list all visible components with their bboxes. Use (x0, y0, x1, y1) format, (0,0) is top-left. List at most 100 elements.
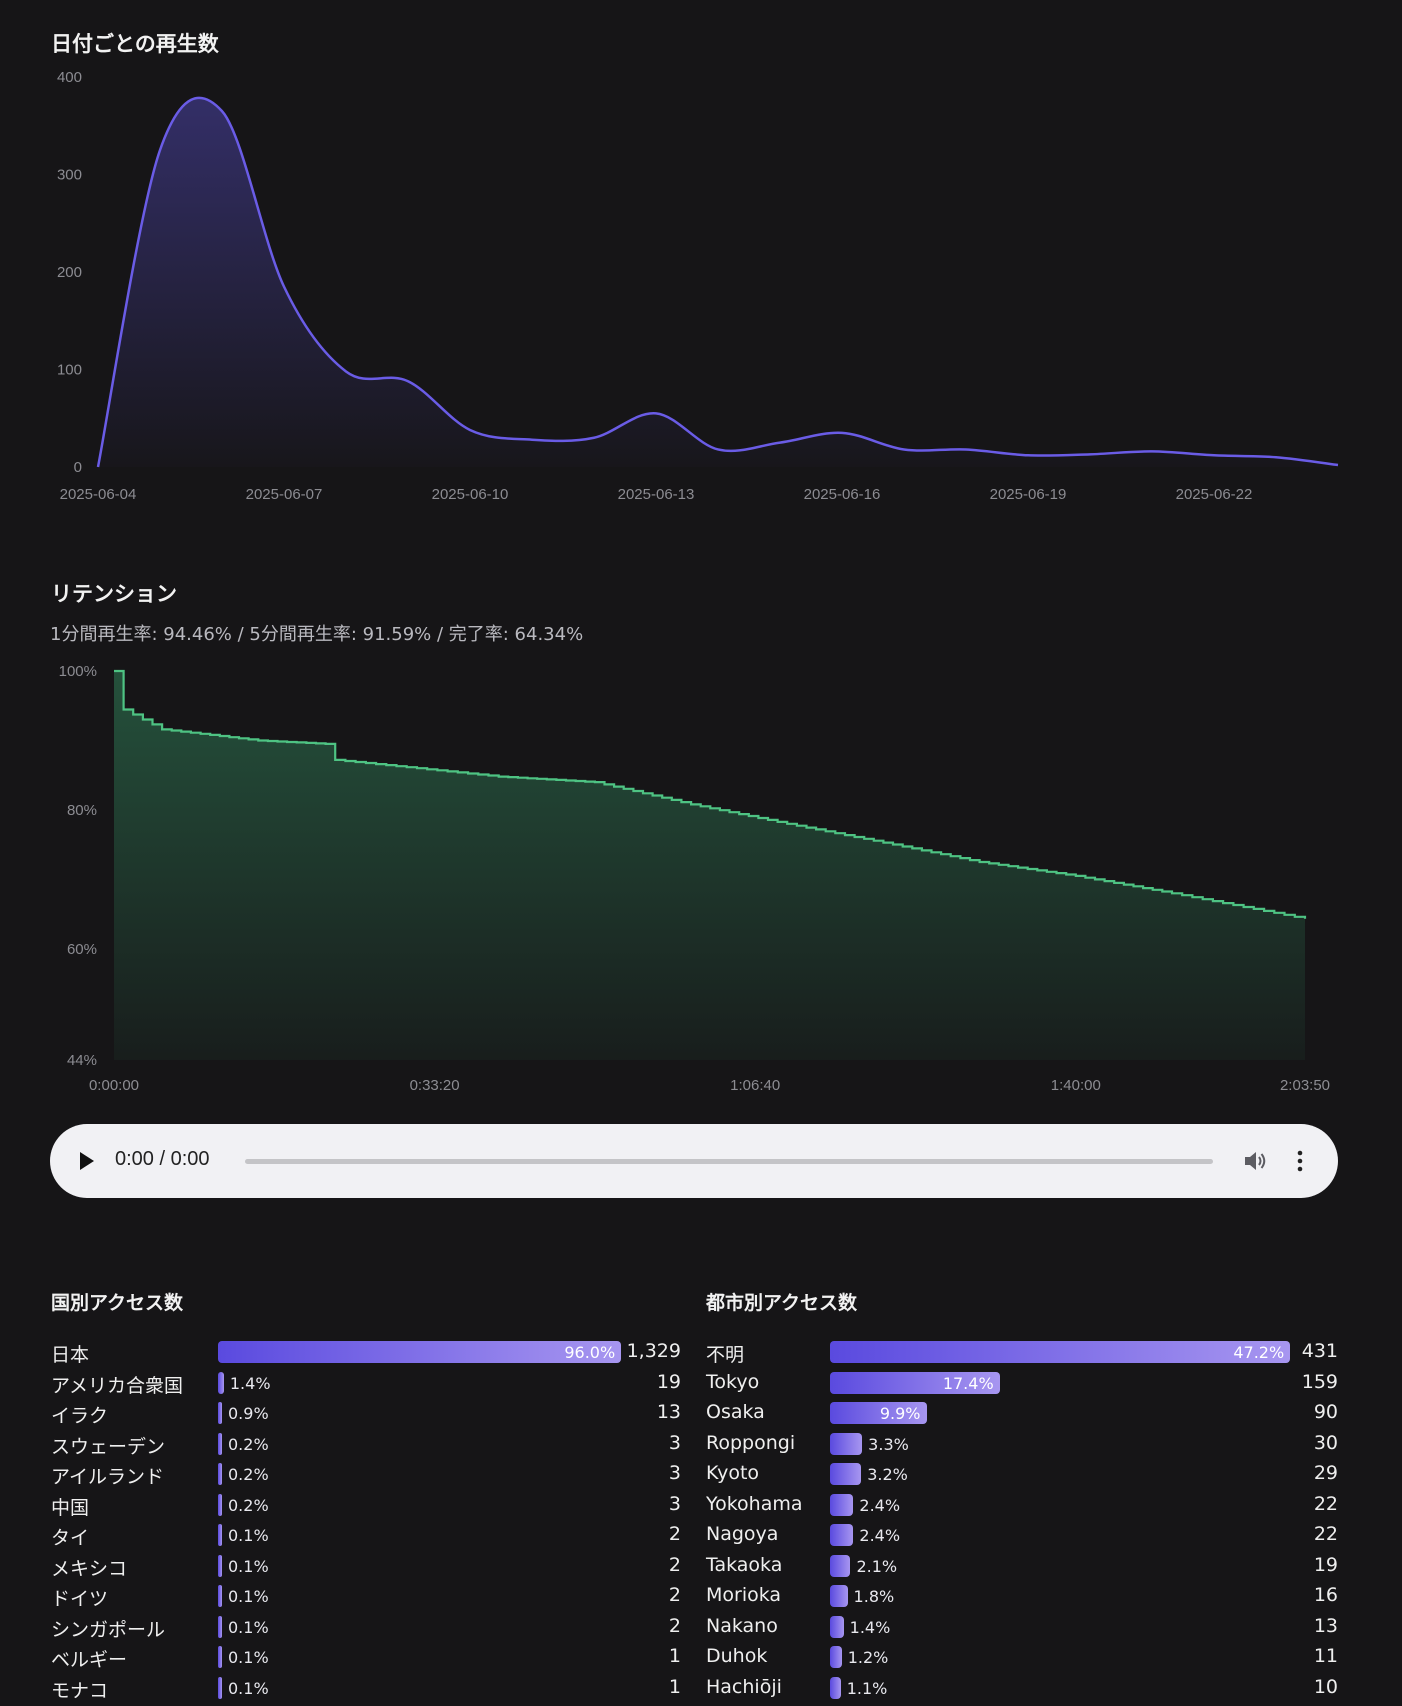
country-count: 1,329 (626, 1340, 681, 1362)
city-row: Takaoka 2.1% 19 (706, 1552, 1338, 1582)
city-name: Takaoka (706, 1553, 783, 1576)
country-row: シンガポール 0.1% 2 (51, 1613, 681, 1643)
city-percent: 1.8% (853, 1587, 895, 1606)
city-name: Hachiōji (706, 1675, 782, 1698)
city-count: 16 (1313, 1584, 1338, 1606)
daily-x-tick: 2025-06-13 (618, 486, 695, 503)
audio-player[interactable]: 0:00 / 0:00 (50, 1124, 1338, 1198)
retention-area (114, 671, 1305, 1060)
daily-plays-area (98, 97, 1338, 467)
country-name: スウェーデン (51, 1435, 166, 1458)
city-percent: 9.9% (879, 1404, 921, 1423)
city-count: 11 (1313, 1645, 1338, 1667)
city-bar (830, 1585, 848, 1607)
city-percent: 2.4% (859, 1495, 901, 1515)
country-row: イラク 0.9% 13 (51, 1399, 681, 1429)
city-count: 30 (1313, 1431, 1338, 1454)
country-name: アイルランド (51, 1466, 165, 1488)
retention-x-tick: 1:06:40 (730, 1077, 780, 1094)
country-name: アメリカ合衆国 (51, 1374, 184, 1397)
country-access-title: 国別アクセス数 (51, 1292, 184, 1314)
daily-plays-chart: 0 100 200 300 400 2025-06-04 2025-06-07 2025-06… (57, 69, 1339, 503)
daily-plays-line (96, 96, 1339, 468)
city-count: 13 (1313, 1614, 1338, 1637)
city-percent: 1.2% (847, 1648, 889, 1667)
country-bar (218, 1524, 222, 1546)
city-name: Morioka (706, 1584, 782, 1606)
city-count: 22 (1313, 1492, 1338, 1515)
country-name: タイ (51, 1527, 90, 1549)
country-bar (218, 1585, 222, 1607)
country-name: 日本 (51, 1344, 90, 1366)
city-count: 90 (1313, 1401, 1338, 1423)
country-bar (218, 1402, 222, 1424)
retention-x-tick: 2:03:50 (1280, 1077, 1330, 1094)
country-percent: 0.1% (228, 1617, 269, 1637)
city-bar (830, 1402, 927, 1424)
city-row: Morioka 1.8% 16 (706, 1582, 1338, 1612)
daily-y-tick: 400 (57, 69, 82, 86)
city-percent: 47.2% (1233, 1343, 1285, 1362)
country-row: 中国 0.2% 3 (51, 1491, 681, 1521)
daily-y-tick: 0 (74, 459, 82, 476)
country-percent: 0.1% (228, 1526, 269, 1545)
more-vertical-icon[interactable] (1295, 1150, 1305, 1172)
daily-x-tick: 2025-06-19 (990, 486, 1067, 503)
daily-y-tick: 300 (57, 167, 82, 184)
country-percent: 0.1% (228, 1648, 269, 1667)
city-bar (830, 1493, 854, 1516)
country-count: 2 (668, 1584, 681, 1606)
country-count: 3 (668, 1462, 681, 1484)
retention-y-tick: 44% (67, 1052, 97, 1069)
country-bar (218, 1493, 222, 1516)
daily-y-tick: 200 (57, 264, 82, 281)
daily-plays-title: 日付ごとの再生数 (51, 32, 219, 56)
daily-x-tick: 2025-06-04 (60, 486, 137, 503)
city-percent: 2.1% (856, 1556, 898, 1576)
city-row: Roppongi 3.3% 30 (706, 1430, 1338, 1460)
retention-line (114, 669, 1307, 919)
city-percent: 1.1% (846, 1678, 888, 1698)
city-count: 19 (1313, 1553, 1338, 1576)
city-percent: 1.4% (849, 1617, 891, 1637)
volume-icon[interactable] (1243, 1149, 1269, 1173)
country-bar (218, 1371, 224, 1394)
country-bar (218, 1463, 222, 1485)
audio-seek-bar[interactable] (245, 1159, 1213, 1164)
country-count: 1 (668, 1675, 681, 1698)
country-bar (218, 1615, 222, 1638)
country-count: 3 (668, 1431, 681, 1454)
country-bar (218, 1646, 222, 1668)
city-percent: 2.4% (859, 1526, 901, 1545)
retention-x-tick: 0:33:20 (410, 1077, 460, 1094)
country-bar (218, 1676, 222, 1699)
city-row: Tokyo 17.4% 159 (706, 1369, 1338, 1399)
city-bar (830, 1554, 851, 1577)
country-percent: 0.1% (228, 1587, 269, 1606)
country-percent: 0.1% (228, 1556, 269, 1576)
retention-y-tick: 60% (67, 941, 97, 958)
country-name: 中国 (51, 1496, 90, 1519)
city-name: Duhok (706, 1645, 768, 1667)
country-percent: 0.9% (228, 1404, 269, 1423)
city-access-title: 都市別アクセス数 (706, 1292, 858, 1314)
city-name: Tokyo (706, 1370, 760, 1393)
daily-x-tick: 2025-06-16 (804, 486, 881, 503)
country-count: 1 (668, 1645, 681, 1667)
city-percent: 3.3% (868, 1434, 909, 1454)
play-icon[interactable] (80, 1152, 94, 1170)
daily-x-tick: 2025-06-07 (246, 486, 323, 503)
city-name: Osaka (706, 1401, 765, 1423)
city-bar (830, 1463, 862, 1485)
city-percent: 17.4% (942, 1373, 994, 1393)
country-count: 19 (656, 1370, 681, 1393)
city-bar (830, 1676, 841, 1699)
daily-y-tick: 100 (57, 362, 82, 379)
city-bar (830, 1615, 844, 1638)
country-name: イラク (51, 1405, 109, 1427)
country-percent: 0.1% (228, 1678, 269, 1698)
country-name: ドイツ (51, 1588, 109, 1610)
city-bar (830, 1524, 854, 1546)
country-row: 日本 96.0% 1,329 (51, 1338, 681, 1368)
country-name: シンガポール (51, 1618, 166, 1641)
